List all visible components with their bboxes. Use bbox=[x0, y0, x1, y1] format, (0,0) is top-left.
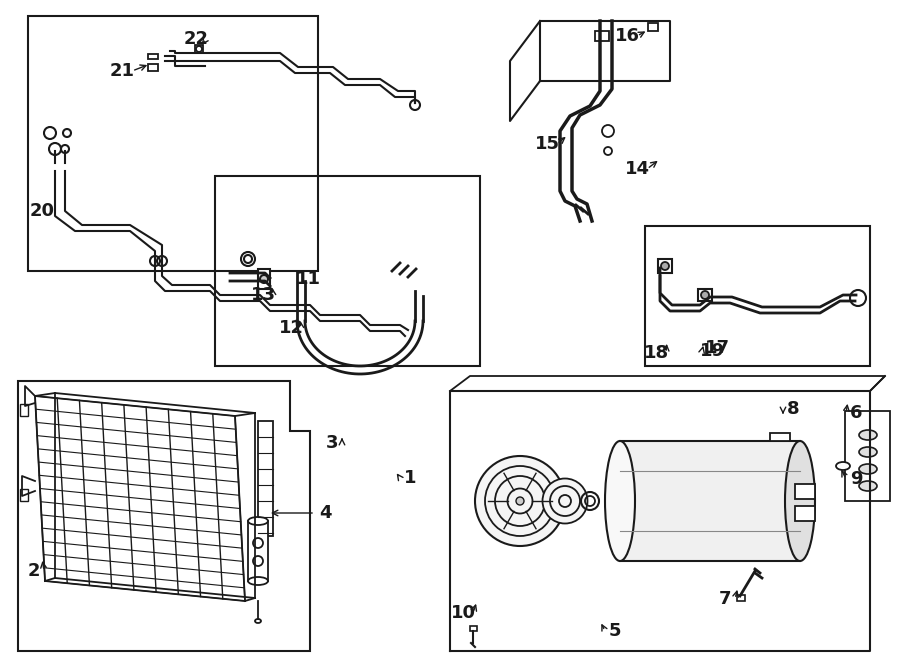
Text: 9: 9 bbox=[850, 470, 862, 488]
Text: 5: 5 bbox=[608, 622, 621, 640]
Ellipse shape bbox=[859, 430, 877, 440]
Bar bbox=[215, 176, 480, 366]
Ellipse shape bbox=[859, 447, 877, 457]
Text: 20: 20 bbox=[30, 202, 55, 220]
Text: 12: 12 bbox=[278, 319, 303, 337]
Text: 10: 10 bbox=[451, 604, 475, 622]
Bar bbox=[795, 506, 815, 521]
Text: 17: 17 bbox=[705, 339, 730, 357]
Polygon shape bbox=[620, 441, 800, 561]
Ellipse shape bbox=[248, 577, 268, 585]
Ellipse shape bbox=[475, 456, 565, 546]
Text: 18: 18 bbox=[644, 344, 669, 362]
Bar bbox=[737, 595, 745, 601]
Ellipse shape bbox=[543, 479, 588, 524]
Circle shape bbox=[701, 291, 709, 299]
Bar bbox=[195, 45, 203, 53]
Text: 14: 14 bbox=[625, 160, 650, 178]
Circle shape bbox=[260, 275, 268, 283]
Text: 13: 13 bbox=[250, 286, 275, 304]
Circle shape bbox=[661, 262, 669, 270]
Bar bbox=[648, 23, 658, 31]
Polygon shape bbox=[248, 521, 268, 581]
Ellipse shape bbox=[605, 441, 635, 561]
Text: 21: 21 bbox=[110, 62, 134, 80]
Text: 2: 2 bbox=[28, 562, 40, 580]
Bar bbox=[28, 16, 318, 271]
Bar bbox=[698, 289, 712, 301]
Bar bbox=[148, 64, 158, 71]
Bar bbox=[258, 269, 270, 289]
Text: 16: 16 bbox=[615, 27, 640, 45]
Bar bbox=[595, 31, 609, 41]
Text: 4: 4 bbox=[319, 504, 331, 522]
Ellipse shape bbox=[859, 481, 877, 491]
Text: 6: 6 bbox=[850, 404, 862, 422]
Ellipse shape bbox=[516, 497, 524, 505]
Bar bbox=[148, 54, 158, 59]
Text: 15: 15 bbox=[535, 135, 560, 153]
Text: 22: 22 bbox=[184, 30, 209, 48]
Text: 1: 1 bbox=[404, 469, 416, 487]
Ellipse shape bbox=[785, 441, 815, 561]
Bar bbox=[770, 433, 790, 441]
Text: 8: 8 bbox=[787, 400, 799, 418]
Bar bbox=[20, 489, 28, 501]
Bar bbox=[845, 411, 890, 501]
Ellipse shape bbox=[248, 517, 268, 525]
Text: 3: 3 bbox=[326, 434, 338, 452]
Bar bbox=[645, 226, 870, 366]
Bar bbox=[795, 484, 815, 499]
Text: 19: 19 bbox=[699, 342, 725, 360]
Bar bbox=[20, 404, 28, 416]
Bar bbox=[258, 421, 273, 536]
Ellipse shape bbox=[859, 464, 877, 474]
Ellipse shape bbox=[836, 462, 850, 470]
Text: 11: 11 bbox=[295, 270, 320, 288]
Circle shape bbox=[253, 538, 263, 548]
Bar bbox=[658, 259, 672, 273]
Ellipse shape bbox=[255, 619, 261, 623]
Bar bbox=[470, 626, 477, 631]
Circle shape bbox=[253, 556, 263, 566]
Text: 7: 7 bbox=[719, 590, 731, 608]
